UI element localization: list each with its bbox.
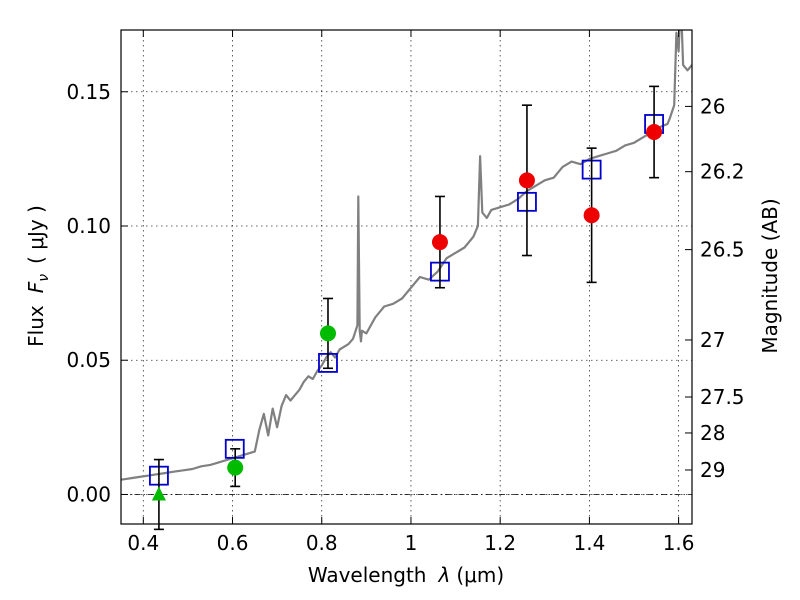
y-axis-unit: ( μJy ): [24, 205, 48, 264]
x-tick-label-3: 1: [405, 531, 418, 555]
observed-point-2-1: [518, 172, 535, 189]
x-tick-label-6: 1.6: [663, 531, 695, 555]
observed-point-2-3: [646, 124, 663, 141]
y2-tick-label-1: 26.2: [700, 160, 745, 184]
x-tick-label-1: 0.6: [217, 531, 249, 555]
observed-point-1-1: [319, 325, 336, 342]
y2-axis-title: Magnitude (AB): [758, 198, 782, 353]
model-spectrum-line: [121, 30, 692, 481]
x-axis-label-text: Wavelength: [308, 563, 427, 587]
observed-point-2-2: [583, 207, 600, 224]
y2-tick-label-3: 27: [700, 328, 725, 352]
observed-point-1-0: [227, 459, 244, 476]
x-tick-label-2: 0.8: [306, 531, 338, 555]
x-tick-label-0: 0.4: [127, 531, 159, 555]
x-axis-lambda: λ: [438, 563, 451, 587]
plot-frame: [120, 29, 693, 525]
upper-limit-point-0: [151, 486, 166, 501]
data-marks: [149, 85, 664, 531]
y-axis-title: Flux Fν ( μJy ): [24, 205, 52, 347]
y-tick-label-3: 0.15: [66, 80, 111, 104]
axis-ticks: 0.4 0.6 0.8 1 1.2 1.4 1.6 0.00 0.05 0.10 0.15 26 26.…: [66, 30, 745, 555]
y2-tick-label-0: 26: [700, 94, 725, 118]
y2-tick-label-2: 26.5: [700, 238, 745, 262]
y2-tick-label-5: 28: [700, 421, 725, 445]
y-tick-label-1: 0.05: [66, 348, 111, 372]
y-axis-label-text: Flux: [24, 305, 48, 347]
x-tick-label-5: 1.4: [573, 531, 605, 555]
x-tick-label-4: 1.2: [484, 531, 516, 555]
y2-tick-label-6: 29: [700, 458, 725, 482]
x-axis-title: Wavelength λ (μm): [308, 563, 504, 587]
y-axis-flux-subscript: ν: [36, 274, 52, 282]
y2-tick-label-4: 27.5: [700, 385, 745, 409]
observed-point-2-0: [431, 234, 448, 251]
y-axis-flux-symbol: F: [24, 281, 48, 293]
x-axis-unit: (μm): [456, 563, 504, 587]
y-tick-label-2: 0.10: [66, 214, 111, 238]
y-tick-label-0: 0.00: [66, 482, 111, 506]
